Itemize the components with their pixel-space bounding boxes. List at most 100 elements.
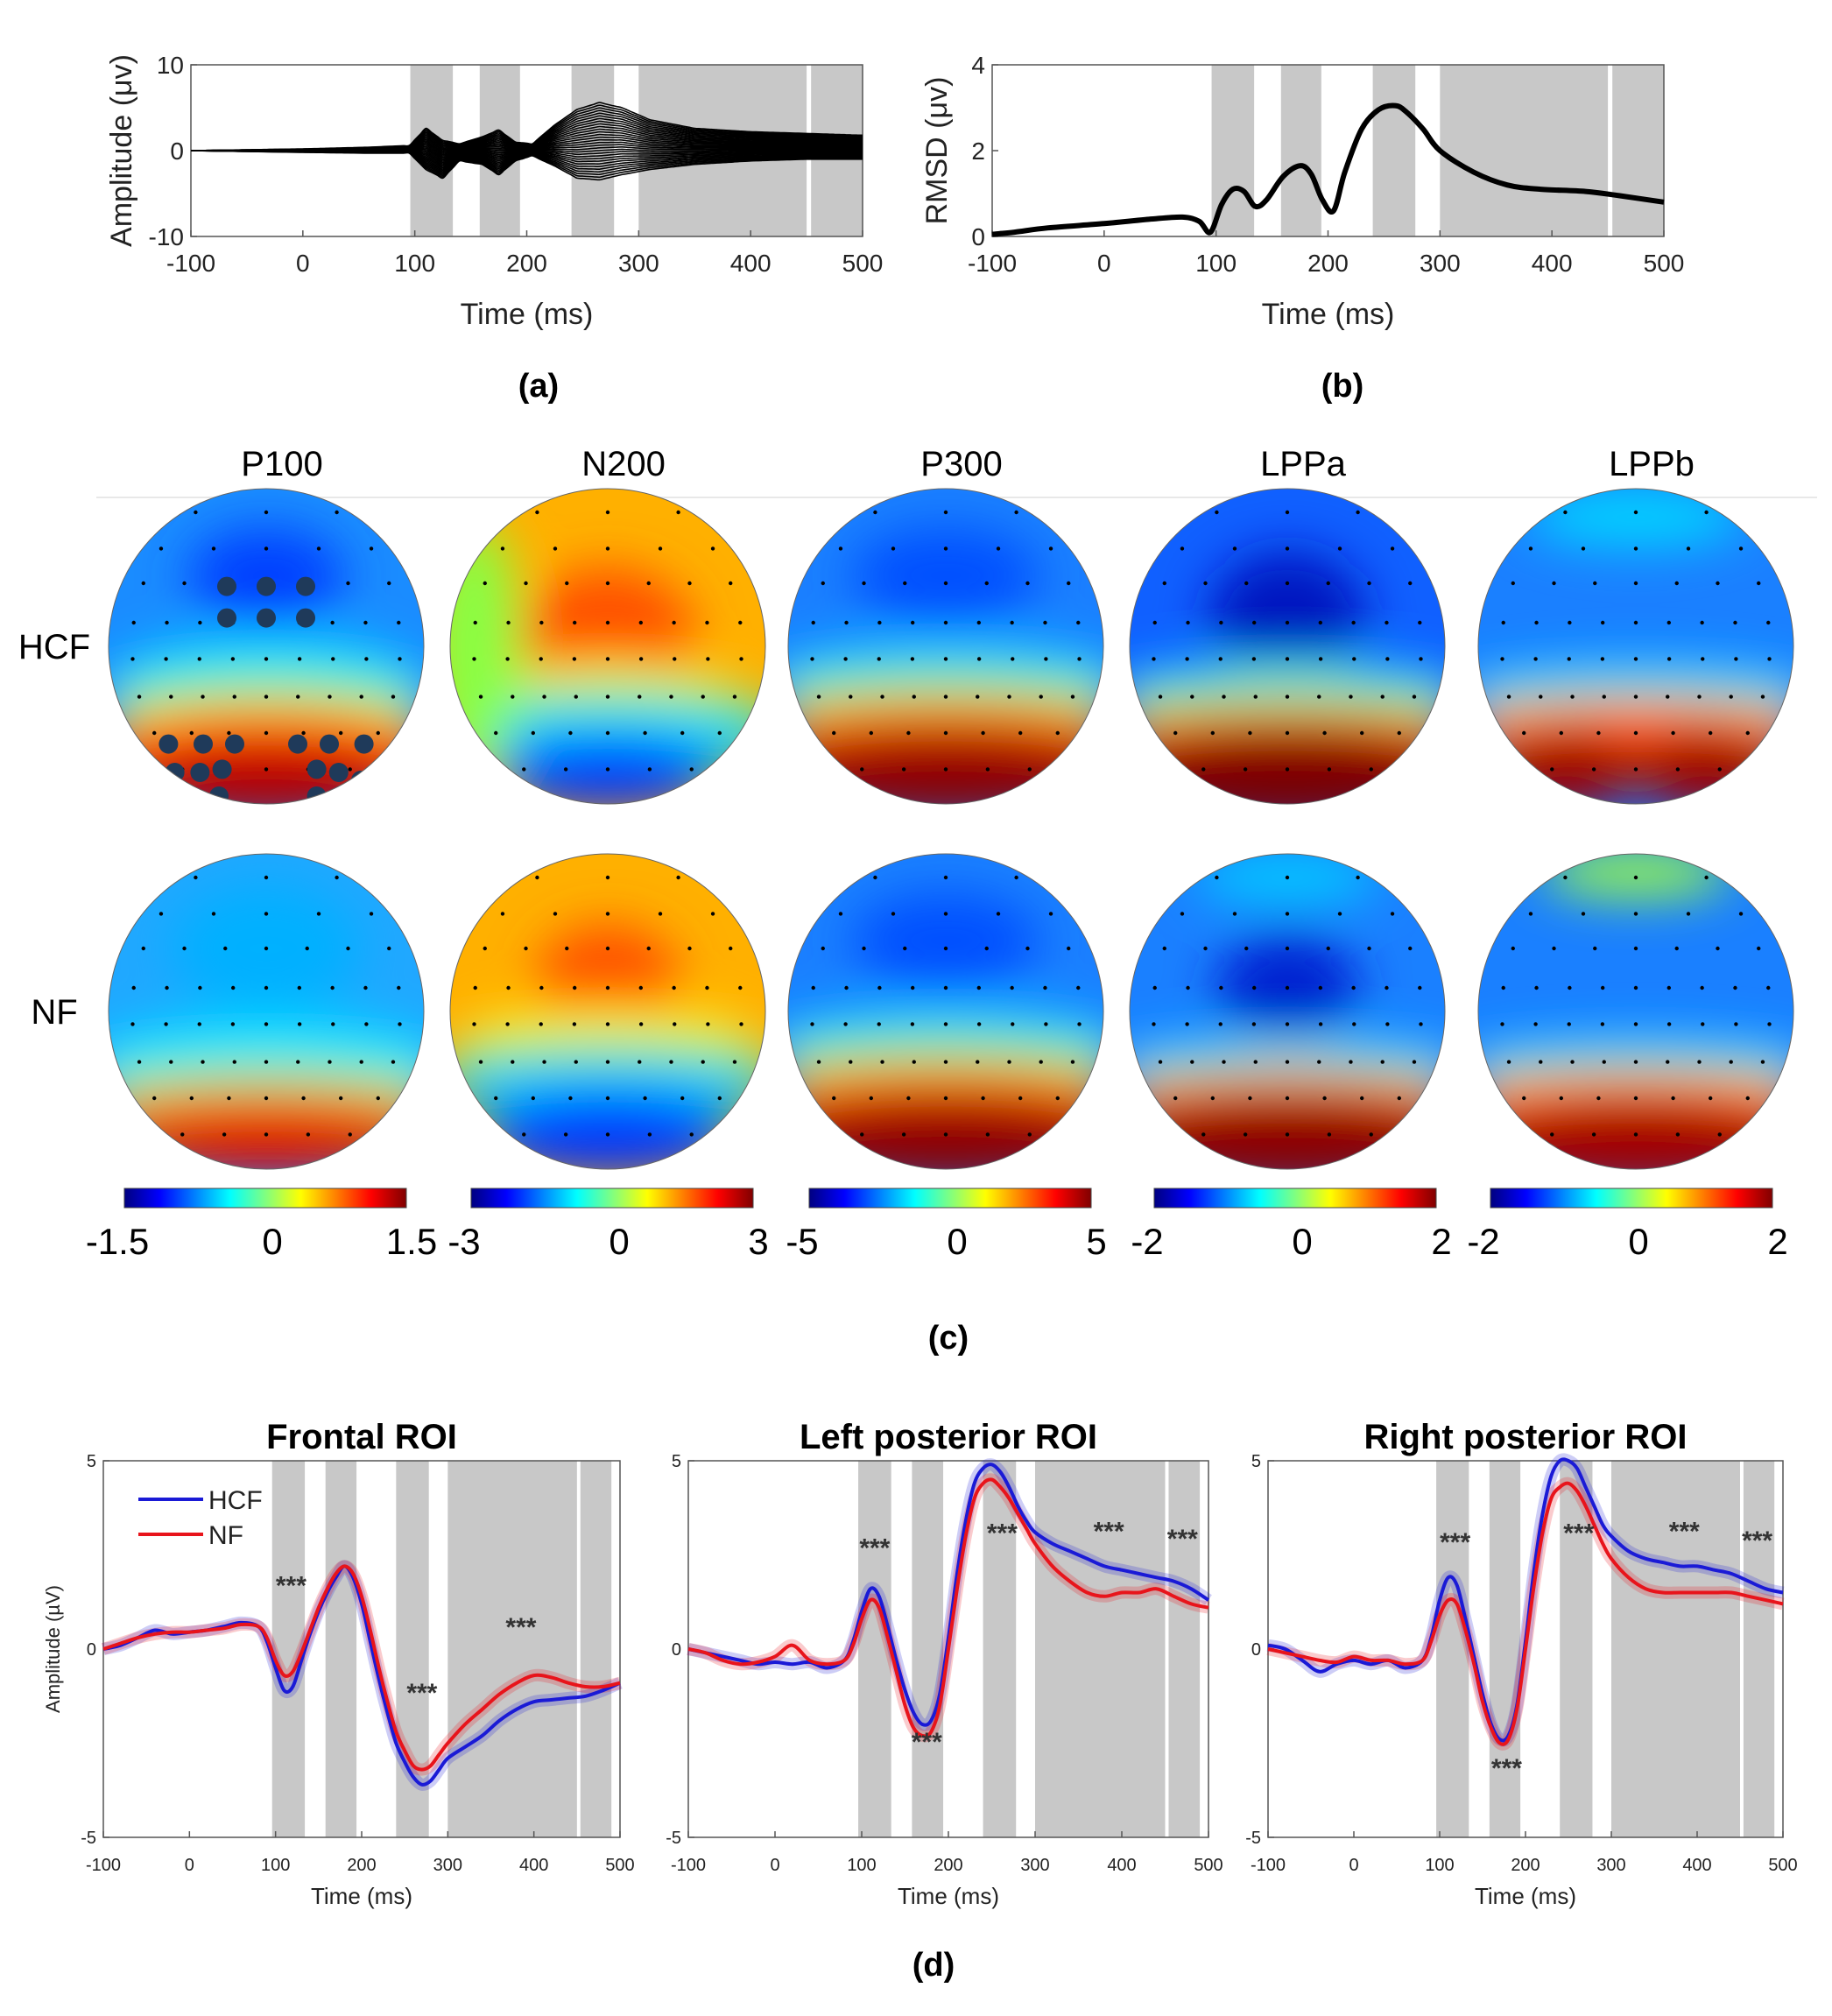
field-blob <box>1130 1101 1445 1169</box>
electrode-dot <box>387 581 391 586</box>
electrode-dot <box>1070 1060 1075 1064</box>
electrode-dot <box>821 581 825 586</box>
y-tick-label: 0 <box>971 223 985 250</box>
electrode-dot <box>1633 510 1638 515</box>
electrode-dot <box>1533 657 1538 661</box>
electrode-dot <box>227 1096 231 1101</box>
electrode-dot <box>137 694 142 699</box>
electrode-dot <box>1581 912 1586 916</box>
electrode-dot <box>230 985 236 990</box>
electrode-dot <box>1201 767 1206 772</box>
electrode-dot <box>232 1060 236 1064</box>
x-tick-label: 400 <box>730 250 772 277</box>
electrode-dot <box>1219 620 1223 625</box>
roi-electrode <box>296 576 315 596</box>
electrode-dot <box>473 985 477 990</box>
roi-electrode <box>217 576 236 596</box>
electrode-dot <box>1203 946 1208 951</box>
electrode-dot <box>903 946 907 951</box>
electrode-dot <box>1219 985 1223 990</box>
electrode-dot <box>1633 875 1638 880</box>
electrode-dot <box>553 546 558 551</box>
electrode-dot <box>198 985 202 990</box>
electrode-dot <box>478 694 483 699</box>
electrode-dot <box>1412 1060 1417 1064</box>
electrode-dot <box>1397 730 1401 736</box>
electrode-dot <box>331 657 335 661</box>
electrode-dot <box>1248 1096 1252 1101</box>
electrode-dot <box>1359 1096 1364 1101</box>
x-tick-label: 200 <box>347 1856 376 1875</box>
electrode-dot <box>1253 1060 1258 1064</box>
electrode-dot <box>346 581 350 586</box>
electrode-dot <box>198 620 202 625</box>
electrode-dot <box>1418 985 1422 990</box>
electrode-dot <box>572 657 577 661</box>
electrode-dot <box>1055 730 1060 736</box>
electrode-dot <box>1048 912 1053 916</box>
electrode-dot <box>572 620 577 625</box>
electrode-dot <box>1385 657 1390 661</box>
shaded-window <box>1035 1461 1166 1837</box>
y-tick-label: 5 <box>1251 1452 1261 1471</box>
electrode-dot <box>811 620 815 625</box>
electrode-dot <box>1285 620 1290 625</box>
electrode-dot <box>1285 730 1290 736</box>
row-header: NF <box>31 993 77 1032</box>
electrode-dot <box>687 581 692 586</box>
electrode-dot <box>511 1060 515 1064</box>
electrode-dot <box>1600 985 1605 990</box>
electrode-dot <box>211 912 216 916</box>
electrode-dot <box>729 581 733 586</box>
colorbar-tick-label: 0 <box>1628 1221 1648 1262</box>
electrode-dot <box>1385 620 1389 625</box>
field-blob <box>1478 1101 1793 1169</box>
rmsd-line <box>991 102 1665 237</box>
electrode-dot <box>1674 581 1679 586</box>
electrode-dot <box>943 985 948 990</box>
electrode-dot <box>1352 657 1356 661</box>
electrode-dot <box>1369 1132 1373 1137</box>
topomap-HCF-N200 <box>450 489 765 804</box>
electrode-dot <box>1760 1060 1765 1064</box>
electrode-dot <box>1173 1096 1178 1101</box>
electrode-dot <box>553 912 558 916</box>
electrode-dot <box>605 946 610 951</box>
electrode-dot <box>729 946 733 951</box>
electrode-dot <box>1666 1060 1670 1064</box>
electrode-dot <box>1633 1096 1638 1101</box>
electrode-dot <box>398 657 402 661</box>
electrode-dot <box>1552 581 1556 586</box>
x-tick-label: 500 <box>1768 1856 1797 1875</box>
electrode-dot <box>1039 1060 1043 1064</box>
electrode-dot <box>1550 767 1554 772</box>
electrode-dot <box>1686 912 1691 916</box>
x-tick-label: 400 <box>1682 1856 1711 1875</box>
significance-marker: *** <box>1669 1517 1700 1546</box>
electrode-dot <box>563 1132 568 1137</box>
electrode-dot <box>810 1022 814 1026</box>
electrode-dot <box>638 985 644 990</box>
electrode-dot <box>328 694 332 699</box>
electrode-dot <box>1501 620 1505 625</box>
electrode-dot <box>1697 1060 1702 1064</box>
electrode-dot <box>1218 1022 1223 1026</box>
electrode-dot <box>369 546 374 551</box>
x-tick-label: 200 <box>506 250 547 277</box>
electrode-dot <box>906 730 911 736</box>
electrode-dot <box>306 1132 311 1137</box>
electrode-dot <box>705 620 709 625</box>
electrode-dot <box>816 1060 821 1064</box>
shaded-window <box>1372 65 1416 236</box>
electrode-dot <box>1201 1132 1206 1137</box>
electrode-dot <box>535 510 539 515</box>
electrode-dot <box>680 1096 685 1101</box>
panel-label-b: (b) <box>1321 368 1364 405</box>
topomap-HCF-P300 <box>788 489 1103 804</box>
electrode-dot <box>159 546 164 551</box>
head-outline <box>1129 853 1446 1170</box>
chart-d2: -100 0 100 200 300 400 500 -5 0 5 Time (ms) Left po… <box>666 1418 1223 1909</box>
electrode-dot <box>1559 1096 1564 1101</box>
